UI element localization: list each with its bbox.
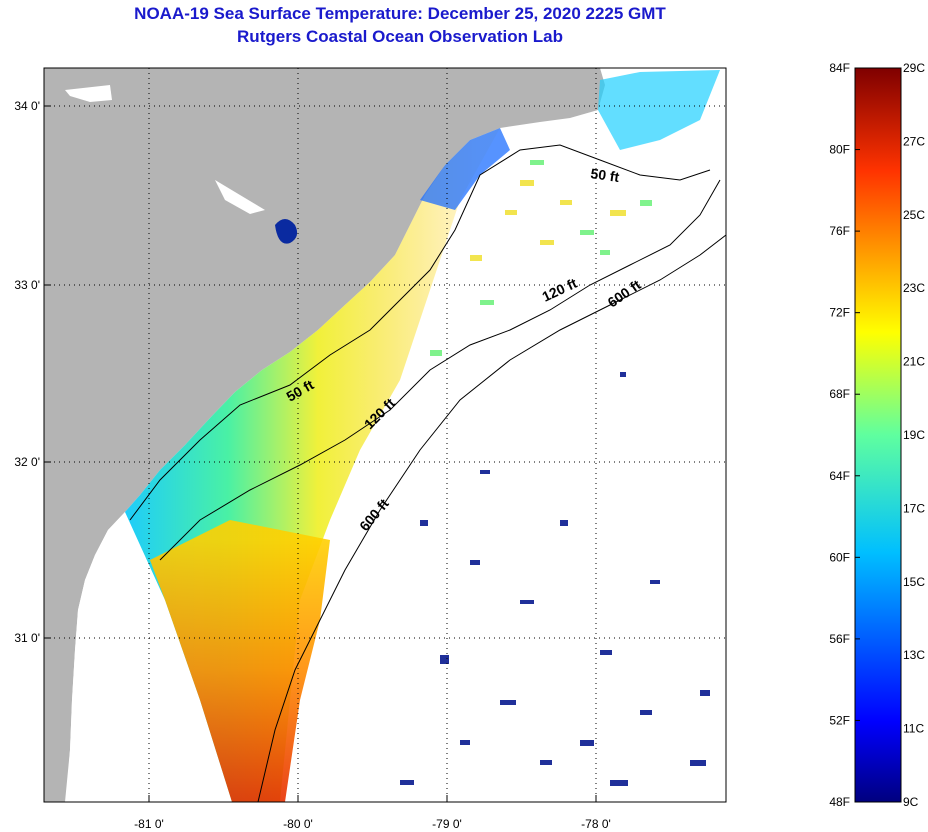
inland-lake <box>65 85 112 102</box>
lon-tick-label: -81 0' <box>134 817 164 831</box>
no-data-wedge <box>66 512 232 802</box>
colorbar-c-label: 23C <box>903 281 925 295</box>
colorbar-f-label: 52F <box>829 713 850 727</box>
colorbar-f-label: 64F <box>829 469 850 483</box>
contour-120ft <box>159 179 721 561</box>
colorbar: 84F 80F 76F 72F 68F 64F 60F 56F 52F 48F 29C 27C 25C… <box>829 61 925 809</box>
colorbar-f-label: 72F <box>829 306 850 320</box>
contour-label-600ft: 600 ft <box>605 276 644 310</box>
lon-tick-label: -80 0' <box>283 817 313 831</box>
lat-tick-label: 33 0' <box>14 278 40 292</box>
contour-label-600ft: 600 ft <box>356 495 392 534</box>
colorbar-c-label: 17C <box>903 501 925 515</box>
contour-label-50ft: 50 ft <box>590 165 621 185</box>
map-subtitle: Rutgers Coastal Ocean Observation Lab <box>237 27 563 46</box>
colorbar-c-label: 11C <box>903 722 924 736</box>
colorbar-c-label: 27C <box>903 134 925 148</box>
map-frame <box>43 67 727 803</box>
sst-nearshore-cold <box>420 128 510 210</box>
colorbar-c-label: 29C <box>903 61 925 75</box>
lat-tick-label: 32 0' <box>14 455 40 469</box>
sst-swath-warm <box>150 520 330 802</box>
lon-tick-label: -79 0' <box>432 817 462 831</box>
contour-600ft <box>257 234 726 802</box>
colorbar-c-label: 9C <box>903 795 919 809</box>
lon-tick-label: -78 0' <box>581 817 611 831</box>
colorbar-f-label: 48F <box>829 795 850 809</box>
contour-50ft <box>129 144 711 521</box>
colorbar-f-label: 56F <box>829 632 850 646</box>
sst-scatter-warm <box>470 180 626 261</box>
sst-north-patch <box>598 70 720 150</box>
inland-lake <box>275 219 298 244</box>
contour-label-120ft: 120 ft <box>540 275 580 305</box>
colorbar-f-label: 80F <box>829 143 850 157</box>
sst-scatter <box>400 372 710 786</box>
colorbar-c-label: 19C <box>903 428 925 442</box>
colorbar-c-label: 13C <box>903 648 925 662</box>
colorbar-f-label: 76F <box>829 224 850 238</box>
colorbar-c-label: 25C <box>903 208 925 222</box>
colorbar-c-label: 15C <box>903 575 925 589</box>
map-title: NOAA-19 Sea Surface Temperature: Decembe… <box>134 4 666 23</box>
colorbar-f-label: 84F <box>829 61 850 75</box>
sst-scatter-green <box>430 160 652 356</box>
lat-tick-label: 31 0' <box>14 631 40 645</box>
lat-tick-label: 34 0' <box>14 99 40 113</box>
grid-lines <box>44 68 726 802</box>
colorbar-f-label: 60F <box>829 550 850 564</box>
colorbar-f-label: 68F <box>829 387 850 401</box>
inland-lake <box>215 180 265 214</box>
colorbar-c-label: 21C <box>903 355 925 369</box>
tick-marks <box>44 105 597 802</box>
land-area <box>44 68 605 802</box>
